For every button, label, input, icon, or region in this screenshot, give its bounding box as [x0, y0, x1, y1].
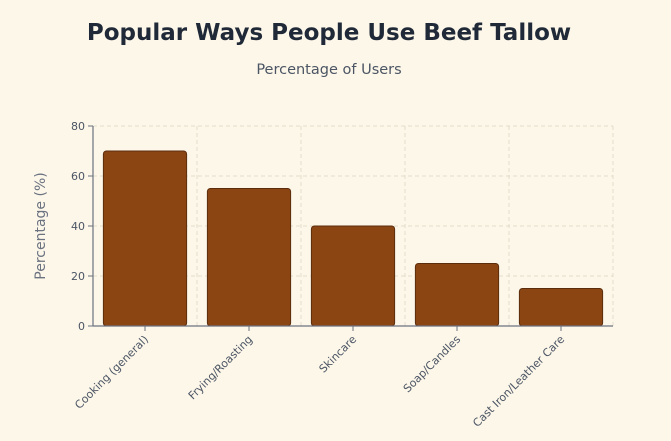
x-tick-label: Frying/Roasting [186, 333, 255, 402]
y-axis-label: Percentage (%) [33, 172, 49, 279]
chart-subtitle: Percentage of Users [256, 62, 402, 78]
chart-title: Popular Ways People Use Beef Tallow [86, 20, 572, 46]
bars [102, 150, 604, 327]
bar [206, 188, 292, 327]
bar [310, 225, 396, 327]
bar [102, 150, 188, 327]
x-tick-label: Cast Iron/Leather Care [470, 333, 567, 430]
x-tick-label: Soap/Candles [401, 333, 463, 395]
y-tick-label: 80 [71, 120, 85, 133]
y-tick-label: 60 [71, 170, 85, 183]
x-tick-label: Skincare [317, 333, 360, 376]
y-tick-label: 40 [71, 220, 85, 233]
y-tick-label: 0 [78, 320, 85, 333]
bar [518, 288, 604, 327]
x-tick-label: Cooking (general) [72, 333, 151, 412]
bar [414, 263, 500, 327]
y-tick-label: 20 [71, 270, 85, 283]
